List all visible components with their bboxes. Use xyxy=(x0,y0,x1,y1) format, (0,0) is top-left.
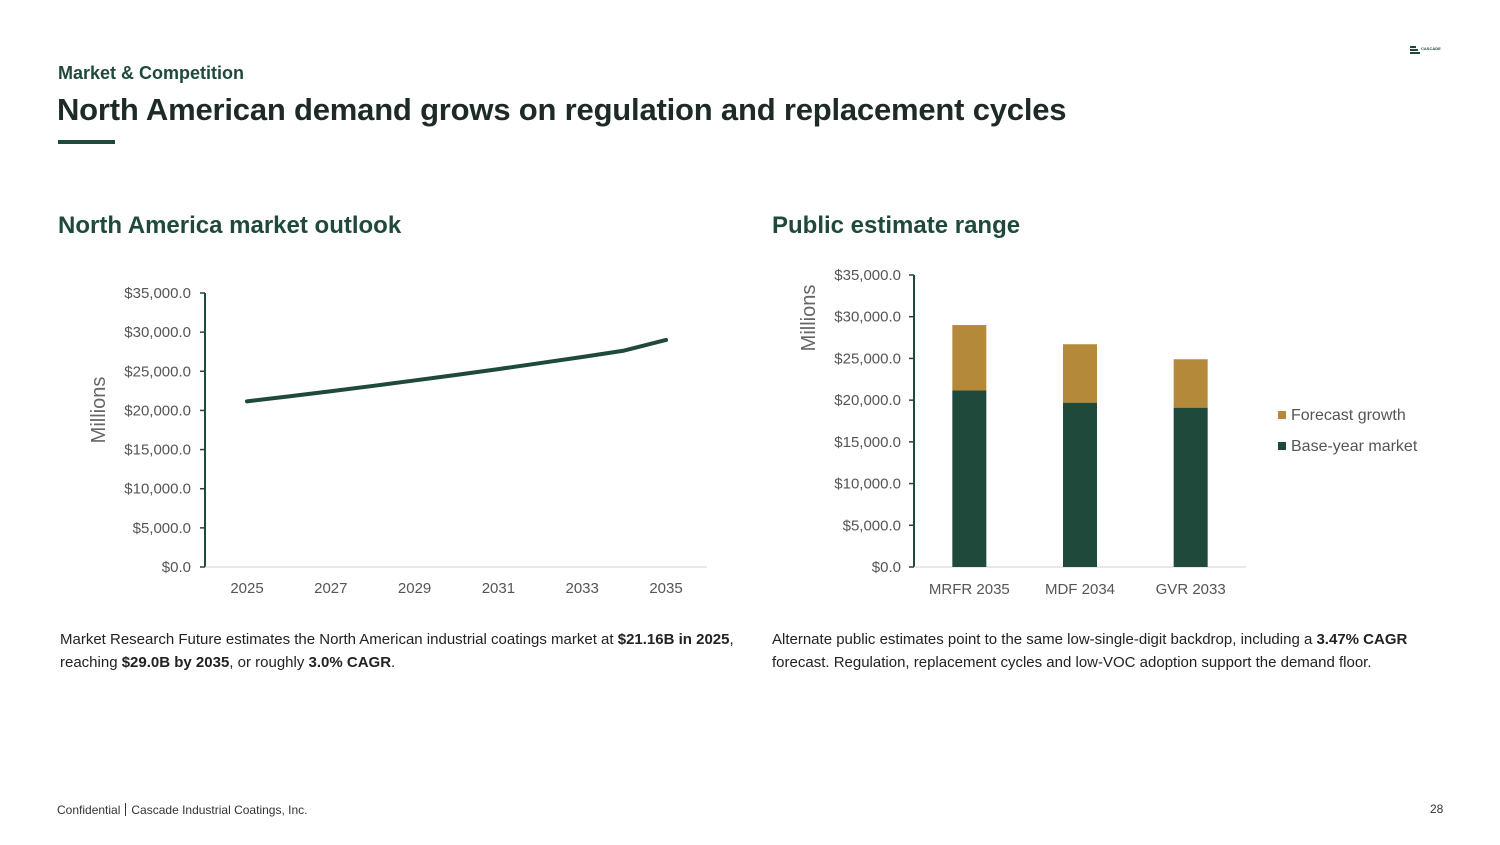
x-tick-label: 2025 xyxy=(230,580,263,597)
title-underline xyxy=(58,140,115,144)
data-point xyxy=(371,384,375,388)
bar-base-year-segment xyxy=(1173,407,1208,567)
y-tick-label: $0.0 xyxy=(162,559,191,576)
legend-swatch xyxy=(1278,411,1286,419)
y-axis-title: Millions xyxy=(88,377,110,444)
bar-base-year-segment xyxy=(952,390,987,567)
y-tick-label: $35,000.0 xyxy=(834,267,901,284)
legend-label: Forecast growth xyxy=(1291,407,1406,424)
y-tick-label: $15,000.0 xyxy=(834,434,901,451)
logo-text: CASCADE xyxy=(1421,46,1441,51)
y-tick-label: $30,000.0 xyxy=(834,309,901,326)
left-chart-heading: North America market outlook xyxy=(58,212,402,239)
y-tick-label: $5,000.0 xyxy=(133,520,191,537)
left-description: Market Research Future estimates the Nor… xyxy=(60,629,740,674)
body-text: forecast. Regulation, replacement cycles… xyxy=(772,653,1372,671)
legend-swatch xyxy=(1278,442,1286,450)
x-tick-label: GVR 2033 xyxy=(1156,581,1226,598)
x-tick-label: 2035 xyxy=(649,580,682,597)
data-point xyxy=(664,338,668,342)
data-point xyxy=(245,399,249,403)
legend-label: Base-year market xyxy=(1291,438,1418,455)
footer-separator xyxy=(125,803,127,816)
x-tick-label: 2029 xyxy=(398,580,431,597)
y-tick-label: $25,000.0 xyxy=(834,350,901,367)
emphasis-text: 3.0% CAGR xyxy=(308,653,392,671)
data-point xyxy=(329,389,333,393)
x-tick-label: 2031 xyxy=(482,580,515,597)
data-point xyxy=(455,373,458,377)
bar-forecast-growth-segment xyxy=(1063,344,1097,403)
data-point xyxy=(496,367,500,371)
right-chart-heading: Public estimate range xyxy=(772,212,1021,239)
data-point xyxy=(622,349,626,353)
y-tick-label: $20,000.0 xyxy=(834,392,901,409)
body-text: Market Research Future estimates the Nor… xyxy=(60,631,618,648)
y-tick-label: $15,000.0 xyxy=(124,442,191,459)
footer: Confidential Cascade Industrial Coatings,… xyxy=(57,803,307,817)
data-point xyxy=(580,355,584,359)
data-point xyxy=(413,378,417,382)
series-line xyxy=(245,337,668,404)
bar-forecast-growth-segment xyxy=(1173,359,1208,408)
market-outlook-line-chart: $0.0 $5,000.0 $10,000.0 $15,000.0 $20,000.0 $… xyxy=(88,285,707,597)
section-kicker: Market & Competition xyxy=(58,63,245,83)
y-tick-label: $30,000.0 xyxy=(124,324,191,341)
y-tick-label: $25,000.0 xyxy=(124,363,191,380)
data-point xyxy=(287,394,291,398)
right-description: Alternate public estimates point to the … xyxy=(772,629,1442,674)
x-tick-label: MDF 2034 xyxy=(1045,581,1115,598)
bar-forecast-growth-segment xyxy=(952,325,987,391)
y-tick-label: $5,000.0 xyxy=(843,517,901,534)
body-text: , or roughly xyxy=(229,653,309,671)
page-number: 28 xyxy=(1430,802,1444,816)
y-tick-label: $35,000.0 xyxy=(124,285,191,302)
body-text: . xyxy=(391,653,396,671)
emphasis-text: $21.16B in 2025 xyxy=(617,631,730,648)
page-title: North American demand grows on regulatio… xyxy=(57,92,1067,127)
data-point xyxy=(538,361,542,365)
x-tick-label: MRFR 2035 xyxy=(929,581,1010,598)
y-tick-label: $10,000.0 xyxy=(124,481,191,498)
y-tick-label: $10,000.0 xyxy=(834,476,901,493)
y-axis-title: Millions xyxy=(798,285,820,352)
bar-base-year-segment xyxy=(1063,402,1097,567)
footer-confidential: Confidential xyxy=(57,803,121,817)
y-tick-label: $0.0 xyxy=(872,559,901,576)
public-estimate-bar-chart: $0.0 $5,000.0 $10,000.0 $15,000.0 $20,000.0 $… xyxy=(798,267,1418,598)
y-tick-label: $20,000.0 xyxy=(124,402,191,419)
company-logo: CASCADE xyxy=(1410,45,1441,55)
emphasis-text: 3.47% CAGR xyxy=(1316,631,1408,648)
body-text: Alternate public estimates point to the … xyxy=(772,631,1317,648)
footer-company: Cascade Industrial Coatings, Inc. xyxy=(131,803,308,817)
body-text: , reaching xyxy=(60,631,734,671)
x-tick-label: 2033 xyxy=(566,580,599,597)
x-tick-label: 2027 xyxy=(314,580,347,597)
emphasis-text: $29.0B by 2035 xyxy=(121,653,230,671)
